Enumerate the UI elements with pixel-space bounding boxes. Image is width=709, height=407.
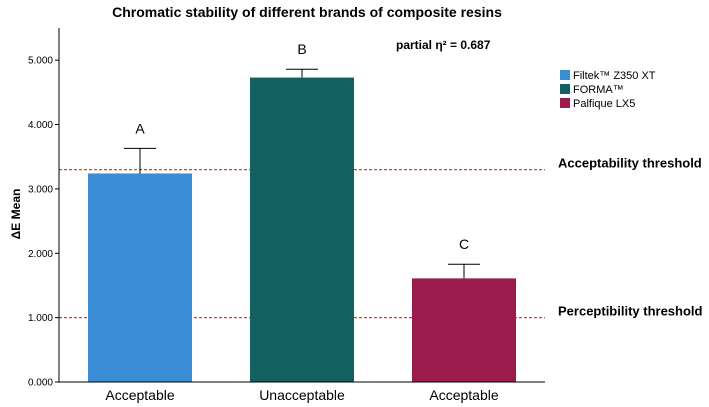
y-tick-label: 3.000 [28,184,53,195]
y-axis-label: ΔE Mean [9,189,23,240]
effect-size-annotation: partial η² = 0.687 [396,38,491,52]
bar [250,77,354,382]
group-letter: C [459,236,469,252]
threshold-label: Perceptibility threshold [558,304,703,319]
threshold-label: Acceptability threshold [558,156,702,171]
y-tick-label: 5.000 [28,56,53,67]
x-tick-label: Acceptable [105,387,174,403]
y-tick-label: 4.000 [28,120,53,131]
bar [88,173,192,382]
legend: Filtek™ Z350 XT FORMA™ Palfique LX5 [560,70,656,110]
x-tick-label: Unacceptable [259,387,345,403]
y-tick-label: 0.000 [28,378,53,389]
threshold-labels: Acceptability threshold Perceptibility th… [558,156,703,319]
legend-swatch [560,70,570,80]
legend-swatch [560,98,570,108]
group-letter: A [135,120,145,136]
x-tick-label: Acceptable [429,387,498,403]
chart-title: Chromatic stability of different brands … [112,4,502,20]
bars: A B C [88,41,516,382]
legend-swatch [560,84,570,94]
group-letter: B [297,41,306,57]
legend-label: Filtek™ Z350 XT [573,70,656,82]
y-tick-label: 2.000 [28,249,53,260]
bar [412,278,516,382]
x-axis-labels: Acceptable Unacceptable Acceptable [105,387,498,403]
y-axis: 0.000 1.000 2.000 3.000 4.000 5.000 [28,56,59,389]
legend-label: FORMA™ [573,84,624,96]
legend-label: Palfique LX5 [573,98,635,110]
y-tick-label: 1.000 [28,313,53,324]
